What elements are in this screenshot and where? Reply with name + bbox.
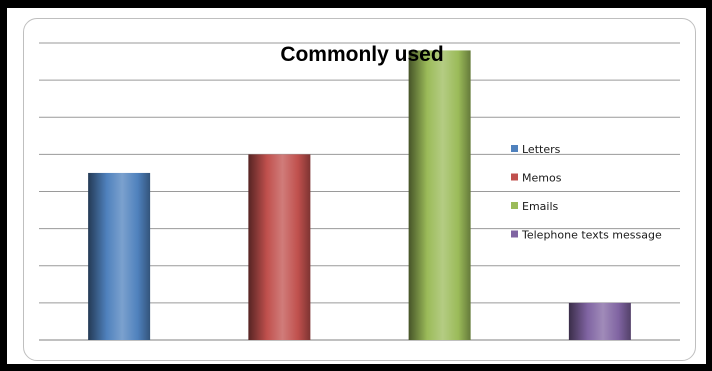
- chart-frame: Commonly used Letters Memos Emails Telephon…: [7, 8, 706, 364]
- legend-label: Telephone texts message: [521, 229, 662, 242]
- bar-memos: [248, 154, 311, 340]
- legend-swatch: [511, 230, 518, 238]
- bar-letters: [88, 172, 151, 340]
- bars: [88, 50, 631, 341]
- legend: Letters Memos Emails Telephone texts messag…: [511, 143, 662, 242]
- legend-swatch: [511, 173, 518, 181]
- legend-label: Letters: [522, 143, 561, 156]
- legend-swatch: [511, 145, 518, 152]
- bar-chart: Commonly used Letters Memos Emails Telephon…: [39, 42, 680, 341]
- bar-telephone-texts-message: [568, 302, 631, 340]
- bar-emails: [408, 50, 471, 341]
- legend-label: Emails: [522, 200, 559, 213]
- legend-swatch: [511, 202, 518, 209]
- chart-title: Commonly used: [280, 43, 443, 66]
- legend-label: Memos: [522, 172, 562, 185]
